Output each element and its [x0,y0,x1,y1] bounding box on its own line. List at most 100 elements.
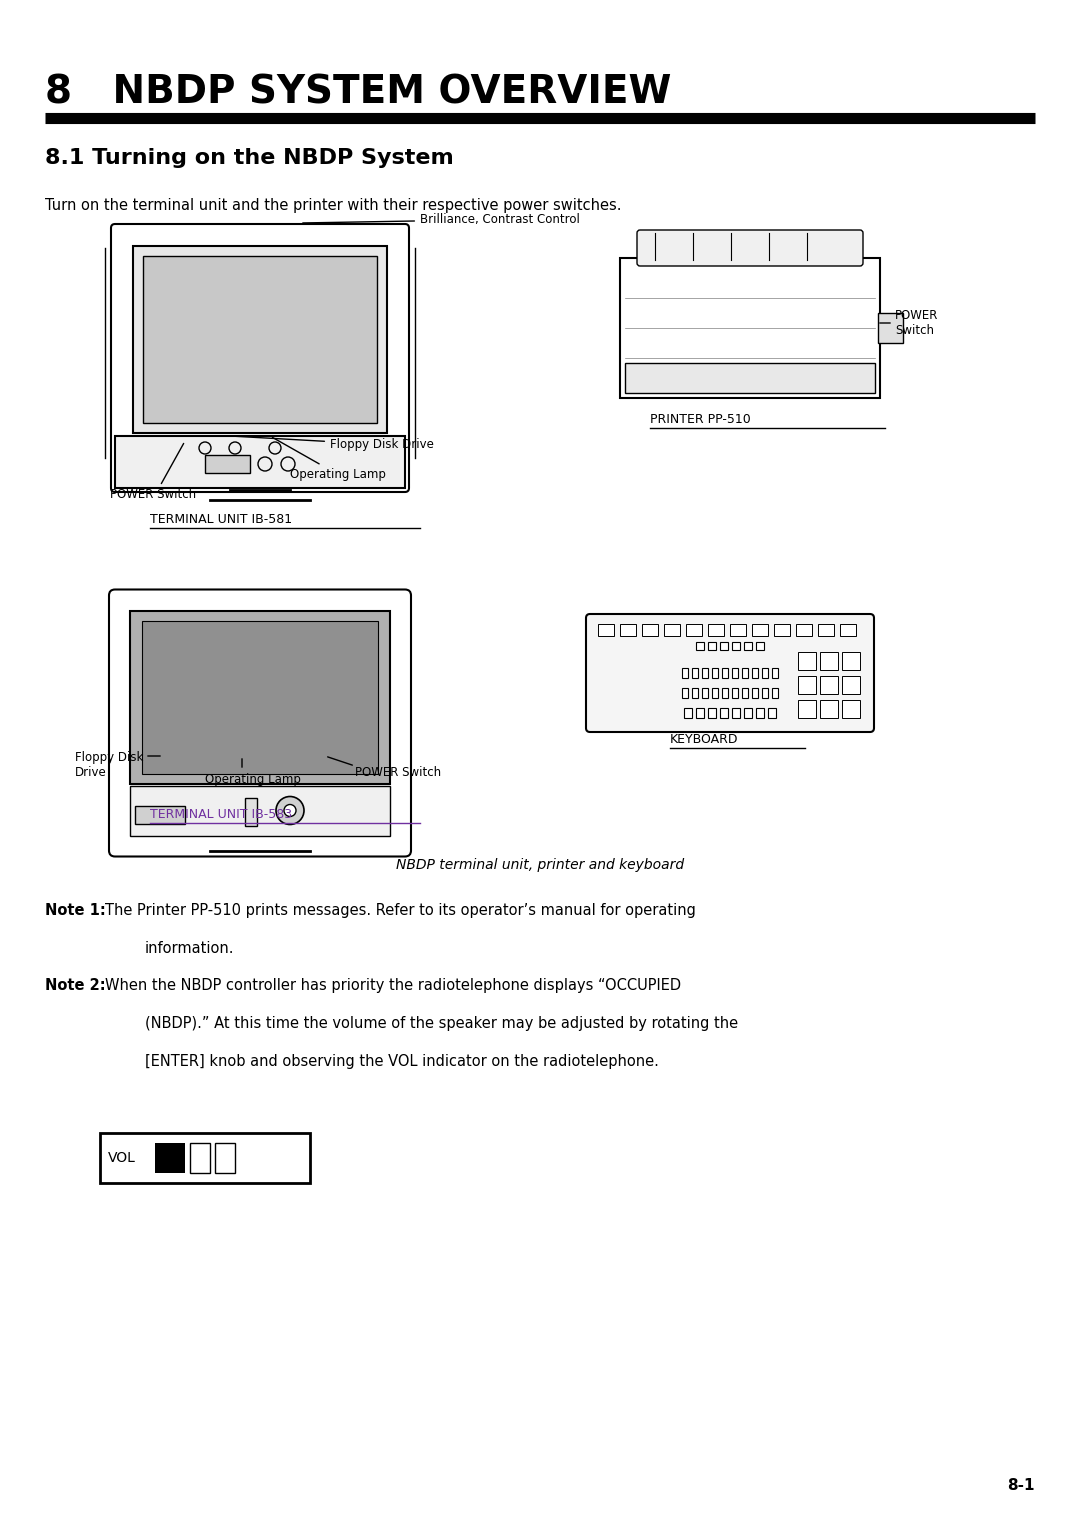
Bar [692,668,698,678]
Bar [130,785,390,836]
Text: Note 1:: Note 1: [45,903,106,918]
Text: POWER
Switch: POWER Switch [895,309,939,338]
Bar [681,668,688,678]
Text: Operating Lamp: Operating Lamp [272,437,386,481]
Bar [798,700,816,718]
Bar [752,668,758,678]
Text: information.: information. [145,941,234,957]
Bar [143,257,377,423]
Bar [620,258,880,397]
Bar [842,675,860,694]
Text: TERMINAL UNIT IB-581: TERMINAL UNIT IB-581 [150,513,292,526]
Bar [732,668,738,678]
Bar [692,688,698,698]
Bar [723,688,728,698]
Bar [720,707,728,718]
Circle shape [276,796,303,825]
Bar [664,623,680,636]
Bar [642,623,658,636]
Bar [842,652,860,669]
Bar [702,668,708,678]
FancyBboxPatch shape [109,590,411,857]
FancyBboxPatch shape [111,225,409,492]
Bar [756,642,764,649]
Bar [772,668,778,678]
Text: Note 2:: Note 2: [45,978,106,993]
Bar [820,675,838,694]
Bar [190,1143,210,1174]
Bar [796,623,812,636]
Bar [215,1143,235,1174]
Text: The Printer PP-510 prints messages. Refer to its operator’s manual for operating: The Printer PP-510 prints messages. Refe… [105,903,696,918]
Bar [114,435,405,487]
Bar [135,805,185,824]
Text: VOL: VOL [108,1151,136,1164]
Text: PRINTER PP-510: PRINTER PP-510 [650,413,751,426]
Text: [ENTER] knob and observing the VOL indicator on the radiotelephone.: [ENTER] knob and observing the VOL indic… [145,1054,659,1070]
Text: Operating Lamp: Operating Lamp [205,773,301,785]
Bar [732,642,740,649]
Text: POWER Switch: POWER Switch [110,487,197,501]
Bar [768,707,777,718]
Text: (NBDP).” At this time the volume of the speaker may be adjusted by rotating the: (NBDP).” At this time the volume of the … [145,1016,738,1031]
Bar [774,623,789,636]
Bar [708,623,724,636]
Bar [742,688,748,698]
Bar [756,707,764,718]
Bar [133,246,387,432]
Text: Brilliance, Contrast Control: Brilliance, Contrast Control [302,212,580,226]
Bar [696,707,704,718]
Bar [205,455,249,474]
Bar [878,313,903,342]
Bar [712,688,718,698]
Bar [820,652,838,669]
Bar [744,707,752,718]
Bar [732,688,738,698]
Text: POWER Switch: POWER Switch [355,766,441,779]
Bar [625,364,875,393]
Bar [752,623,768,636]
Text: 8   NBDP SYSTEM OVERVIEW: 8 NBDP SYSTEM OVERVIEW [45,73,672,112]
Bar [842,700,860,718]
Bar [820,700,838,718]
Text: 8.1 Turning on the NBDP System: 8.1 Turning on the NBDP System [45,148,454,168]
Bar [744,642,752,649]
Bar [708,707,716,718]
Text: Floppy Disk
Drive: Floppy Disk Drive [75,750,144,779]
Bar [730,623,746,636]
Bar [732,707,740,718]
Bar [720,642,728,649]
Text: 8-1: 8-1 [1008,1478,1035,1493]
Text: When the NBDP controller has priority the radiotelephone displays “OCCUPIED: When the NBDP controller has priority th… [105,978,681,993]
Bar [686,623,702,636]
Bar [772,688,778,698]
Bar [681,688,688,698]
Bar [684,707,692,718]
Bar [818,623,834,636]
Bar [840,623,856,636]
Text: Floppy Disk Drive: Floppy Disk Drive [233,435,434,451]
Circle shape [284,805,296,816]
Bar [696,642,704,649]
Bar [141,620,378,773]
Text: TERMINAL UNIT IB-583: TERMINAL UNIT IB-583 [150,808,292,821]
Bar [620,623,636,636]
Bar [762,688,768,698]
Bar [752,688,758,698]
Bar [708,642,716,649]
Bar [156,1143,185,1174]
Bar [798,652,816,669]
Bar [762,668,768,678]
Text: Turn on the terminal unit and the printer with their respective power switches.: Turn on the terminal unit and the printe… [45,199,621,212]
Bar [702,688,708,698]
Text: KEYBOARD: KEYBOARD [670,733,739,746]
Text: NBDP terminal unit, printer and keyboard: NBDP terminal unit, printer and keyboard [396,859,684,872]
FancyBboxPatch shape [586,614,874,732]
Bar [723,668,728,678]
Bar [742,668,748,678]
Bar [598,623,615,636]
Bar [100,1132,310,1183]
FancyBboxPatch shape [637,231,863,266]
Bar [798,675,816,694]
Bar [130,611,390,784]
